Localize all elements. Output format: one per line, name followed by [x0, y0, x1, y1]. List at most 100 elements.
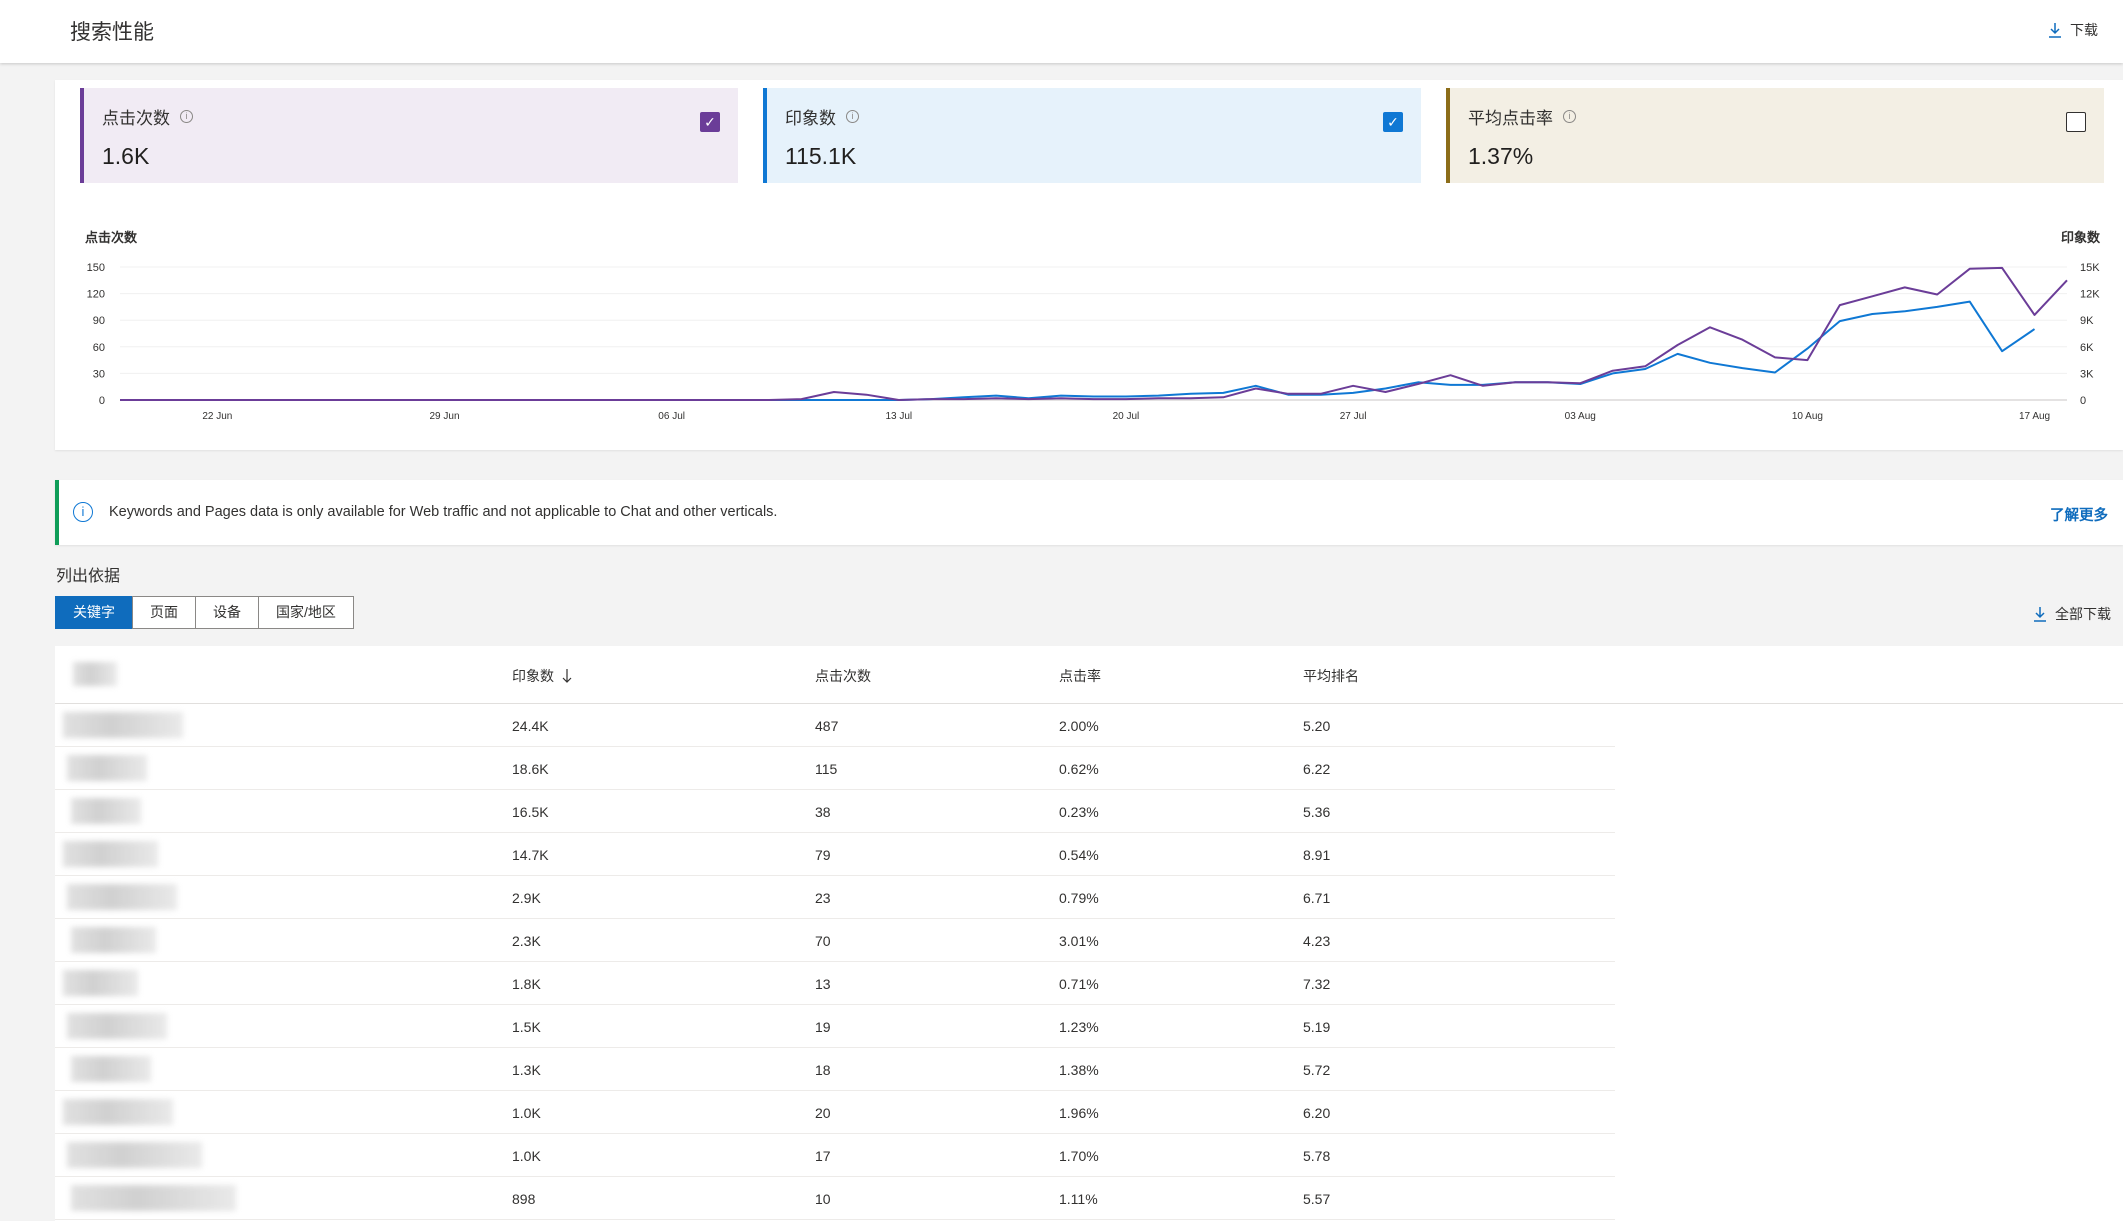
- cell-position: 5.19: [1303, 1019, 1331, 1035]
- cell-position: 5.36: [1303, 804, 1331, 820]
- page-title: 搜索性能: [70, 21, 154, 44]
- cell-impressions: 2.3K: [512, 933, 541, 949]
- blurred-keyword: [67, 884, 177, 910]
- metric-label: 印象数: [785, 109, 836, 128]
- list-by-tabs: 关键字 页面 设备 国家/地区: [55, 596, 354, 629]
- metric-checkbox[interactable]: ✓: [1383, 112, 1403, 132]
- cell-impressions: 18.6K: [512, 761, 549, 777]
- cell-impressions: 14.7K: [512, 847, 549, 863]
- blurred-keyword: [67, 1142, 202, 1168]
- table-row[interactable]: 1.8K 13 0.71% 7.32: [55, 962, 1615, 1005]
- table-row[interactable]: 1.3K 18 1.38% 5.72: [55, 1048, 1615, 1091]
- column-header-clicks[interactable]: 点击次数: [815, 668, 871, 684]
- metric-value: 1.6K: [102, 143, 150, 169]
- download-label: 下载: [2070, 22, 2098, 38]
- table-row[interactable]: 1.0K 20 1.96% 6.20: [55, 1091, 1615, 1134]
- metric-value: 115.1K: [785, 143, 857, 169]
- y-tick-label-right: 15K: [2080, 262, 2100, 274]
- metric-value: 1.37%: [1468, 143, 1534, 169]
- chart-grid: [120, 266, 2067, 401]
- table-row[interactable]: 2.3K 70 3.01% 4.23: [55, 919, 1615, 962]
- y-ticks-right: 0 3K 6K 9K 12K 15K: [2080, 262, 2100, 407]
- tab-country[interactable]: 国家/地区: [258, 596, 354, 629]
- checkmark-icon: ✓: [1387, 113, 1399, 130]
- blurred-keyword: [71, 1056, 151, 1082]
- cell-ctr: 1.70%: [1059, 1148, 1099, 1164]
- y-tick-label-right: 0: [2080, 395, 2086, 407]
- y-tick-label-left: 120: [87, 289, 105, 301]
- metric-checkbox[interactable]: [2066, 112, 2086, 132]
- table-row[interactable]: 1.5K 19 1.23% 5.19: [55, 1005, 1615, 1048]
- column-header-ctr[interactable]: 点击率: [1059, 668, 1101, 684]
- cell-ctr: 2.00%: [1059, 718, 1099, 734]
- table-row[interactable]: 1.0K 17 1.70% 5.78: [55, 1134, 1615, 1177]
- cell-impressions: 1.8K: [512, 976, 541, 992]
- info-icon[interactable]: i: [846, 110, 859, 123]
- cell-ctr: 0.54%: [1059, 847, 1099, 863]
- cell-position: 5.72: [1303, 1062, 1331, 1078]
- table-row[interactable]: 18.6K 115 0.62% 6.22: [55, 747, 1615, 790]
- list-by-label: 列出依据: [56, 568, 121, 585]
- series-line-clicks: [120, 266, 2068, 401]
- cell-clicks: 38: [815, 804, 831, 820]
- table-row[interactable]: 898 10 1.11% 5.57: [55, 1177, 1615, 1220]
- cell-ctr: 0.79%: [1059, 890, 1099, 906]
- cell-ctr: 3.01%: [1059, 933, 1099, 949]
- y-ticks-left: 0 30 60 90 120 150: [87, 262, 105, 407]
- cell-position: 7.32: [1303, 976, 1331, 992]
- table-row[interactable]: 24.4K 487 2.00% 5.20: [55, 704, 1615, 747]
- cell-impressions: 2.9K: [512, 890, 541, 906]
- blurred-keyword: [63, 970, 138, 996]
- table-row[interactable]: 2.9K 23 0.79% 6.71: [55, 876, 1615, 919]
- column-header-position[interactable]: 平均排名: [1303, 668, 1359, 684]
- metric-card-ctr[interactable]: 平均点击率 i 1.37%: [1446, 88, 2104, 183]
- cell-position: 6.71: [1303, 890, 1331, 906]
- table-row[interactable]: 16.5K 38 0.23% 5.36: [55, 790, 1615, 833]
- x-tick-label: 17 Aug: [2019, 411, 2050, 422]
- y-tick-label-right: 12K: [2080, 289, 2100, 301]
- info-circle-icon: i: [73, 502, 93, 522]
- y-axis-label-right: 印象数: [2061, 230, 2101, 245]
- download-icon: [2034, 607, 2046, 622]
- download-button[interactable]: 下载: [2048, 20, 2098, 40]
- banner-text: Keywords and Pages data is only availabl…: [109, 504, 778, 520]
- download-all-button[interactable]: 全部下载: [2033, 604, 2111, 624]
- cell-position: 6.20: [1303, 1105, 1331, 1121]
- x-tick-label: 22 Jun: [202, 411, 232, 422]
- y-tick-label-right: 6K: [2080, 342, 2094, 354]
- y-tick-label-right: 9K: [2080, 315, 2094, 327]
- y-tick-label-left: 90: [93, 315, 105, 327]
- tab-devices[interactable]: 设备: [195, 596, 259, 629]
- metric-checkbox[interactable]: ✓: [700, 112, 720, 132]
- column-header-impressions[interactable]: 印象数: [512, 666, 572, 686]
- column-label: 印象数: [512, 668, 554, 684]
- table-row[interactable]: 14.7K 79 0.54% 8.91: [55, 833, 1615, 876]
- info-icon[interactable]: i: [1563, 110, 1576, 123]
- cell-position: 5.78: [1303, 1148, 1331, 1164]
- metric-card-clicks[interactable]: 点击次数 i 1.6K ✓: [80, 88, 738, 183]
- y-tick-label-left: 60: [93, 342, 105, 354]
- cell-ctr: 1.23%: [1059, 1019, 1099, 1035]
- cell-clicks: 487: [815, 718, 839, 734]
- cell-impressions: 1.5K: [512, 1019, 541, 1035]
- cell-impressions: 1.0K: [512, 1148, 541, 1164]
- metric-card-impressions[interactable]: 印象数 i 115.1K ✓: [763, 88, 1421, 183]
- series-line-impressions: [120, 300, 2036, 401]
- tab-keywords[interactable]: 关键字: [55, 596, 133, 629]
- cell-impressions: 24.4K: [512, 718, 549, 734]
- learn-more-link[interactable]: 了解更多: [2050, 508, 2108, 524]
- x-tick-label: 20 Jul: [1113, 411, 1140, 422]
- x-ticks: 22 Jun 29 Jun 06 Jul 13 Jul 20 Jul 27 Jul 03 A…: [202, 411, 2050, 422]
- info-icon[interactable]: i: [180, 110, 193, 123]
- cell-clicks: 18: [815, 1062, 831, 1078]
- blurred-keyword: [63, 841, 158, 867]
- tab-pages[interactable]: 页面: [132, 596, 196, 629]
- x-tick-label: 13 Jul: [885, 411, 912, 422]
- keywords-table: 印象数 点击次数 点击率 平均排名 24.4K 487 2.00% 5.20 18.6K…: [55, 646, 2123, 1221]
- cell-clicks: 10: [815, 1191, 831, 1207]
- cell-clicks: 17: [815, 1148, 831, 1164]
- x-tick-label: 27 Jul: [1340, 411, 1367, 422]
- metric-label: 平均点击率: [1468, 109, 1553, 128]
- cell-clicks: 19: [815, 1019, 831, 1035]
- cell-clicks: 79: [815, 847, 831, 863]
